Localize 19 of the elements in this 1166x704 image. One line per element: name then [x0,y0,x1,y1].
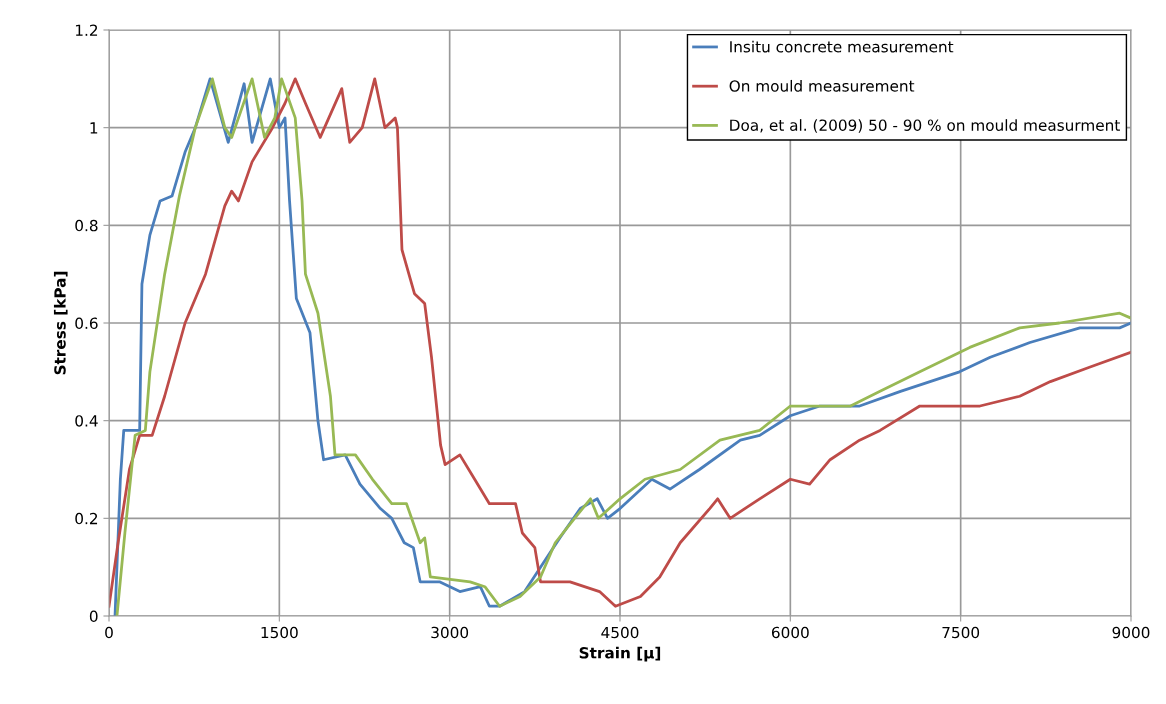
x-tick-label: 7500 [942,626,980,639]
x-tick-label: 1500 [261,626,298,639]
x-tick-label: 6000 [771,626,809,639]
x-tick-label: 4500 [601,626,639,639]
y-tick-label: 0.2 [75,512,98,525]
x-tick-label: 3000 [431,626,469,639]
y-tick-label: 1.2 [75,24,98,36]
y-tick-label: 0.8 [75,219,98,232]
x-tick-label: 9000 [1112,626,1150,639]
y-tick-label: 1 [90,122,98,134]
legend-label: Doa, et al. (2009) 50 - 90 % on mould measurment [730,119,1120,133]
y-tick-label: 0.6 [75,317,98,330]
x-axis-title: Strain [µ] [579,646,661,662]
x-tick-label: 0 [105,626,113,639]
y-tick-label: 0.4 [75,415,98,427]
y-tick-label: 0 [89,610,98,623]
legend-label: On mould measurement [729,79,915,92]
y-axis-title: Stress [kPa] [53,271,68,375]
legend-label: Insitu concrete measurement [730,40,954,53]
